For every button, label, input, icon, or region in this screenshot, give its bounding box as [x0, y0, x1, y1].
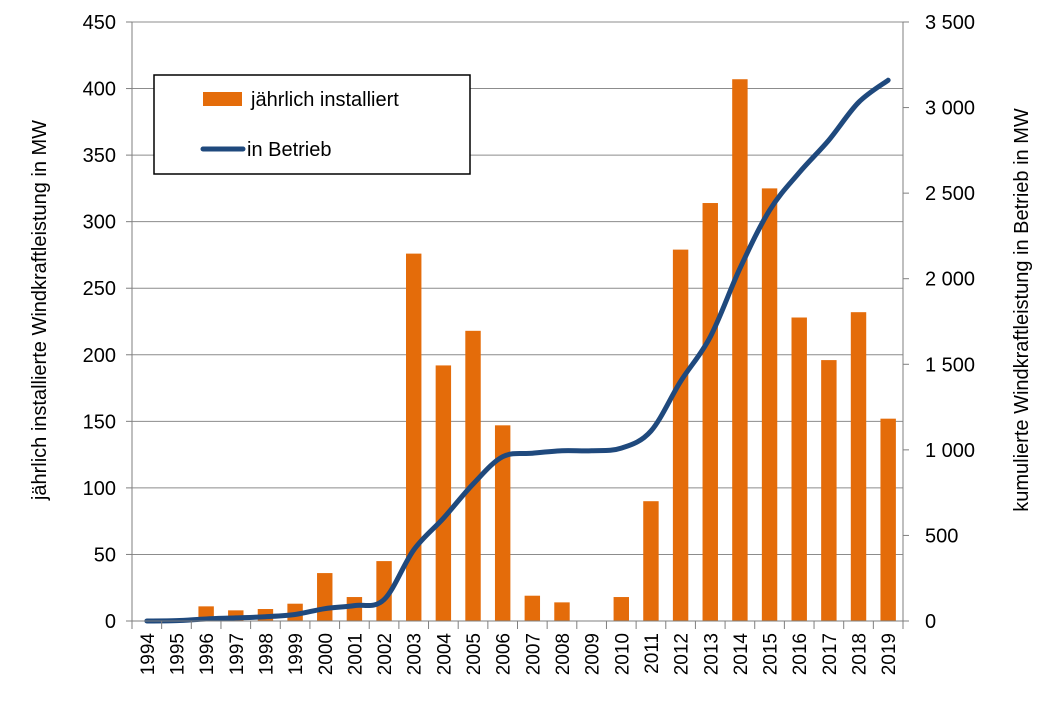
legend-label-bars: jährlich installiert: [250, 89, 399, 111]
y-axis-left-title: jährlich installierte Windkraftleistung …: [29, 120, 51, 501]
x-tick-label: 2019: [879, 633, 900, 675]
x-tick-label: 1999: [286, 633, 307, 675]
x-tick-label: 2014: [731, 633, 752, 676]
y-left-tick-label: 350: [83, 145, 116, 167]
y-left-tick-label: 100: [83, 478, 116, 500]
bar-2002: [376, 561, 392, 621]
bar-2010: [613, 597, 629, 621]
y-axis-right-title: kumulierte Windkraftleistung in Betrieb …: [1011, 108, 1033, 512]
x-tick-label: 2010: [612, 633, 633, 675]
bar-2013: [702, 203, 718, 621]
x-tick-label: 1995: [167, 633, 188, 675]
x-tick-label: 2003: [405, 633, 426, 675]
x-tick-label: 1996: [197, 633, 218, 675]
bar-2006: [494, 425, 511, 621]
x-tick-label: 2018: [850, 633, 871, 675]
y-left-tick-label: 400: [83, 79, 116, 101]
axes: [131, 22, 904, 629]
x-tick-label: 2005: [464, 633, 485, 675]
legend-label-line: in Betrieb: [247, 139, 332, 161]
x-tick-label: 2016: [790, 633, 811, 675]
bar-2016: [791, 317, 807, 621]
x-axis-ticks: 1994 1995 1996 1997 1998 1999 2000 2001 2002 2003…: [138, 633, 900, 676]
line-series-cumulative: [144, 77, 891, 624]
x-tick-label: 2012: [672, 633, 693, 675]
x-tick-label: 2002: [375, 633, 396, 675]
bar-2003: [406, 253, 422, 621]
bar-2018: [850, 312, 867, 621]
bar-2008: [554, 602, 570, 621]
bar-2017: [821, 360, 837, 621]
x-tick-label: 1997: [227, 633, 248, 675]
x-tick-label: 2015: [761, 633, 782, 675]
y-left-tick-label: 300: [83, 212, 116, 234]
y-right-tick-label: 0: [925, 611, 936, 633]
bar-2011: [643, 501, 659, 621]
y-left-tick-label: 50: [94, 544, 116, 566]
x-tick-label: 2004: [434, 633, 455, 676]
x-tick-label: 2011: [642, 633, 663, 674]
x-tick-label: 2006: [494, 633, 515, 675]
bar-2001: [346, 597, 363, 621]
x-tick-label: 1998: [256, 633, 277, 675]
x-tick-label: 2001: [345, 633, 366, 675]
y-left-tick-label: 150: [83, 411, 116, 433]
y-right-tick-label: 2 500: [925, 183, 975, 205]
bar-2004: [435, 365, 452, 621]
y-right-tick-label: 3 000: [925, 98, 975, 120]
bar-2015: [761, 188, 778, 621]
y-right-tick-label: 1 000: [925, 440, 975, 462]
x-tick-label: 2009: [583, 633, 604, 675]
bar-2019: [880, 418, 896, 621]
y-right-tick-label: 1 500: [925, 354, 975, 376]
y-right-tick-label: 3 500: [925, 12, 975, 34]
gridlines: [132, 21, 903, 622]
bar-2007: [524, 595, 541, 621]
y-axis-right-ticks: 0 500 1 000 1 500 2 000 2 500 3 000 3 500: [903, 12, 975, 633]
y-left-tick-label: 450: [83, 12, 116, 34]
legend-bar-swatch: [203, 92, 242, 106]
bar-2000: [317, 573, 333, 621]
x-tick-label: 2013: [701, 633, 722, 675]
legend: jährlich installiert in Betrieb: [153, 74, 471, 175]
y-left-tick-label: 250: [83, 278, 116, 300]
y-axis-left-ticks: 0 50 100 150 200 250 300 350 400 450: [83, 12, 132, 633]
bar-2005: [465, 330, 481, 621]
x-tick-label: 2000: [316, 633, 337, 675]
bar-2012: [672, 249, 689, 621]
x-tick-label: 2007: [523, 633, 544, 675]
x-tick-label: 1994: [138, 633, 159, 676]
x-tick-label: 2017: [820, 633, 841, 675]
y-left-tick-label: 200: [83, 345, 116, 367]
line-in-betrieb: [144, 77, 891, 624]
y-right-tick-label: 500: [925, 525, 958, 547]
x-tick-label: 2008: [553, 633, 574, 675]
legend-box: [153, 74, 471, 175]
bar-2014: [732, 79, 748, 621]
y-right-tick-label: 2 000: [925, 269, 975, 291]
y-left-tick-label: 0: [105, 611, 116, 633]
